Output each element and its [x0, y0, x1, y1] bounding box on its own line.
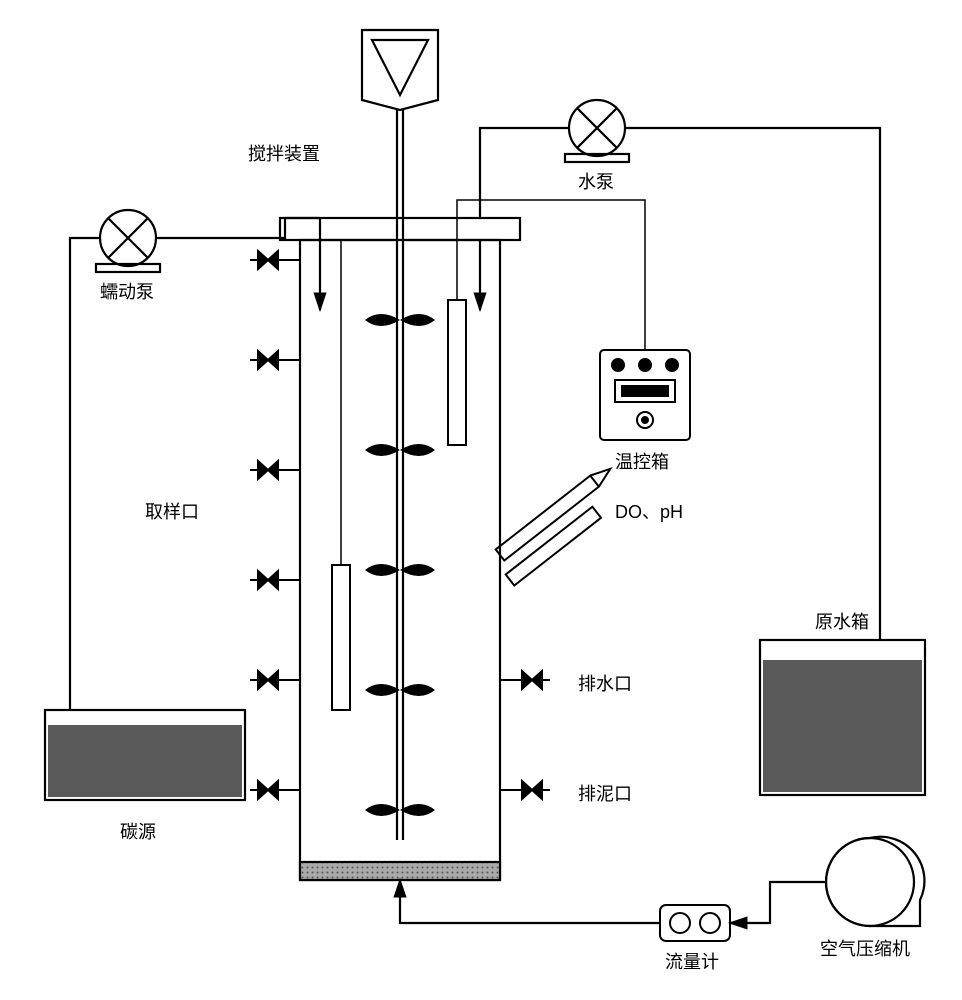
- reactor-column: [280, 218, 520, 880]
- compressor-label: 空气压缩机: [820, 935, 910, 961]
- sampling-port-label: 取样口: [145, 498, 199, 524]
- carbon-source-label: 碳源: [120, 818, 156, 844]
- stirrer-motor: [362, 30, 438, 840]
- do-ph-label: DO、pH: [615, 498, 683, 524]
- peristaltic-pump-icon: [88, 198, 167, 277]
- impellers: [365, 314, 435, 816]
- sludge-valve: [500, 781, 550, 799]
- raw-tank-label: 原水箱: [815, 608, 869, 634]
- carbon-source-tank: [45, 710, 245, 800]
- stirrer-label: 搅拌装置: [248, 140, 320, 166]
- sampling-valves: [250, 251, 300, 799]
- flow-meter-icon: [660, 905, 730, 941]
- raw-water-tank: [760, 640, 925, 795]
- peristaltic-pump-label: 蠕动泵: [100, 278, 154, 304]
- probes: [496, 463, 615, 585]
- heater-wire: [457, 200, 645, 350]
- temp-box-label: 温控箱: [615, 448, 669, 474]
- pipes: [70, 128, 880, 923]
- heater-left: [332, 240, 350, 710]
- sludge-label: 排泥口: [578, 780, 632, 806]
- temp-control-box-icon: [600, 350, 690, 440]
- heater-right: [448, 240, 466, 445]
- water-pump-icon: [557, 88, 636, 167]
- flow-meter-label: 流量计: [665, 948, 719, 974]
- drain-valve: [500, 671, 550, 689]
- water-pump-label: 水泵: [578, 168, 614, 194]
- heater-wire-2: [290, 210, 341, 240]
- drain-label: 排水口: [578, 670, 632, 696]
- air-compressor-icon: [826, 837, 924, 926]
